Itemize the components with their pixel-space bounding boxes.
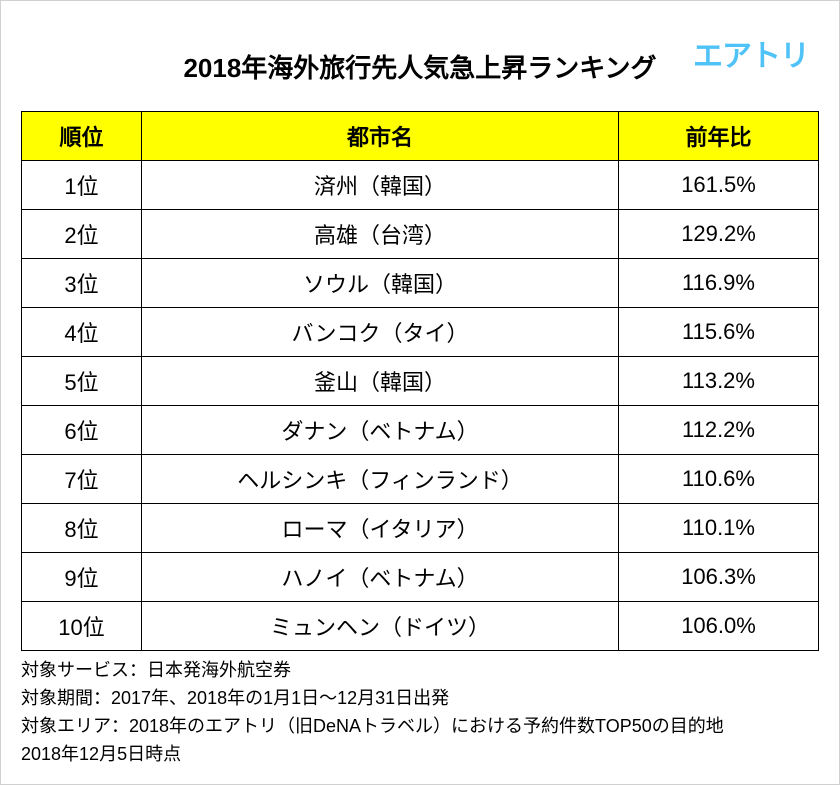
cell-city: ヘルシンキ（フィンランド） — [142, 455, 619, 504]
col-header-rank: 順位 — [22, 112, 142, 161]
cell-pct: 110.6% — [619, 455, 819, 504]
table-row: 10位 ミュンヘン（ドイツ） 106.0% — [22, 602, 819, 651]
cell-rank: 1位 — [22, 161, 142, 210]
cell-city: 済州（韓国） — [142, 161, 619, 210]
cell-rank: 2位 — [22, 210, 142, 259]
table-header-row: 順位 都市名 前年比 — [22, 112, 819, 161]
cell-rank: 10位 — [22, 602, 142, 651]
col-header-city: 都市名 — [142, 112, 619, 161]
cell-pct: 129.2% — [619, 210, 819, 259]
table-row: 1位 済州（韓国） 161.5% — [22, 161, 819, 210]
footnote-line: 2018年12月5日時点 — [21, 741, 819, 769]
page-container: 2018年海外旅行先人気急上昇ランキング エアトリ 順位 都市名 前年比 1位 … — [0, 0, 840, 785]
footnote-line: 対象期間：2017年、2018年の1月1日～12月31日出発 — [21, 685, 819, 713]
cell-pct: 106.0% — [619, 602, 819, 651]
cell-city: バンコク（タイ） — [142, 308, 619, 357]
cell-pct: 112.2% — [619, 406, 819, 455]
col-header-pct: 前年比 — [619, 112, 819, 161]
cell-rank: 6位 — [22, 406, 142, 455]
table-row: 3位 ソウル（韓国） 116.9% — [22, 259, 819, 308]
table-row: 2位 高雄（台湾） 129.2% — [22, 210, 819, 259]
cell-pct: 110.1% — [619, 504, 819, 553]
cell-pct: 113.2% — [619, 357, 819, 406]
cell-rank: 4位 — [22, 308, 142, 357]
cell-rank: 7位 — [22, 455, 142, 504]
cell-rank: 8位 — [22, 504, 142, 553]
cell-pct: 106.3% — [619, 553, 819, 602]
footnote-line: 対象エリア：2018年のエアトリ（旧DeNAトラベル）における予約件数TOP50… — [21, 713, 819, 741]
cell-rank: 9位 — [22, 553, 142, 602]
header: 2018年海外旅行先人気急上昇ランキング エアトリ — [21, 21, 819, 111]
cell-city: ソウル（韓国） — [142, 259, 619, 308]
table-row: 7位 ヘルシンキ（フィンランド） 110.6% — [22, 455, 819, 504]
brand-logo: エアトリ — [693, 31, 809, 75]
page-title: 2018年海外旅行先人気急上昇ランキング — [183, 48, 656, 85]
cell-pct: 115.6% — [619, 308, 819, 357]
ranking-table: 順位 都市名 前年比 1位 済州（韓国） 161.5% 2位 高雄（台湾） 12… — [21, 111, 819, 651]
table-row: 9位 ハノイ（ベトナム） 106.3% — [22, 553, 819, 602]
cell-city: ハノイ（ベトナム） — [142, 553, 619, 602]
cell-pct: 161.5% — [619, 161, 819, 210]
cell-city: 釜山（韓国） — [142, 357, 619, 406]
table-row: 4位 バンコク（タイ） 115.6% — [22, 308, 819, 357]
cell-city: ローマ（イタリア） — [142, 504, 619, 553]
cell-pct: 116.9% — [619, 259, 819, 308]
cell-rank: 5位 — [22, 357, 142, 406]
cell-rank: 3位 — [22, 259, 142, 308]
footnote-line: 対象サービス：日本発海外航空券 — [21, 657, 819, 685]
table-row: 5位 釜山（韓国） 113.2% — [22, 357, 819, 406]
table-row: 8位 ローマ（イタリア） 110.1% — [22, 504, 819, 553]
cell-city: ミュンヘン（ドイツ） — [142, 602, 619, 651]
cell-city: 高雄（台湾） — [142, 210, 619, 259]
table-row: 6位 ダナン（ベトナム） 112.2% — [22, 406, 819, 455]
footnotes: 対象サービス：日本発海外航空券 対象期間：2017年、2018年の1月1日～12… — [21, 657, 819, 769]
cell-city: ダナン（ベトナム） — [142, 406, 619, 455]
